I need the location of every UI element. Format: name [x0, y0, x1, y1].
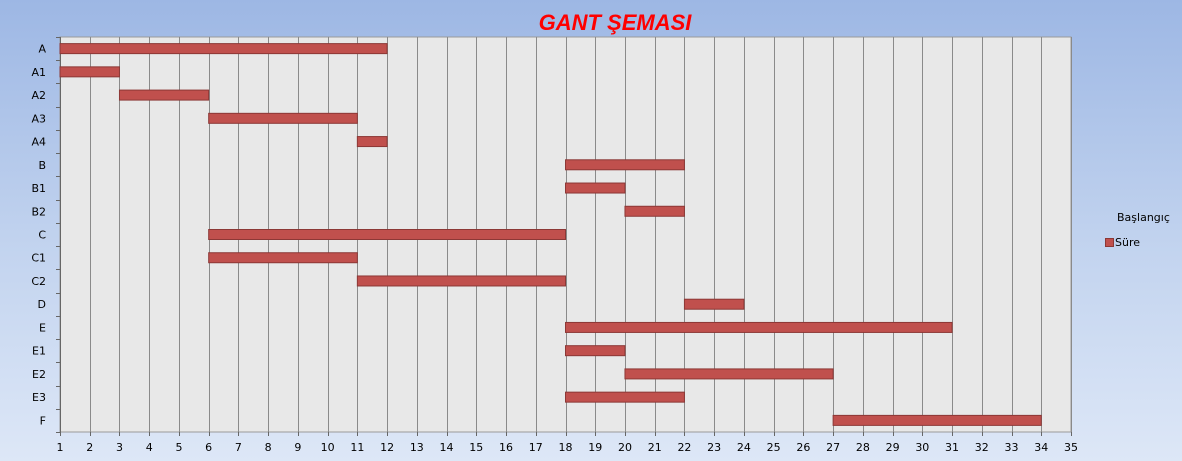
- y-tick-label: A3: [31, 112, 46, 125]
- bar-E: [565, 321, 953, 333]
- x-tick-label: 26: [796, 441, 810, 454]
- x-tick-label: 18: [559, 441, 573, 454]
- x-tick-label: 6: [205, 441, 212, 454]
- x-tick-label: 14: [440, 441, 454, 454]
- x-tick-label: 5: [175, 441, 182, 454]
- x-tick-label: 3: [116, 441, 123, 454]
- bar-C1: [208, 252, 358, 264]
- bar-C2: [356, 275, 566, 287]
- chart-title: GANT ŞEMASI: [538, 10, 692, 35]
- x-tick-label: 22: [677, 441, 691, 454]
- x-tick-label: 8: [265, 441, 272, 454]
- x-tick-label: 7: [235, 441, 242, 454]
- y-tick-label: E3: [32, 391, 46, 404]
- bar-B1: [565, 182, 626, 194]
- x-tick-label: 17: [529, 441, 543, 454]
- bar-C: [208, 229, 566, 240]
- y-tick-label: D: [38, 298, 46, 311]
- bar-A2: [118, 89, 210, 101]
- x-tick-label: 24: [737, 441, 751, 454]
- x-tick-label: 23: [707, 441, 721, 454]
- y-tick-label: B1: [31, 182, 46, 195]
- x-tick-label: 12: [380, 441, 394, 454]
- legend: Başlangıç Süre: [1105, 211, 1175, 261]
- y-tick-label: B: [38, 159, 46, 172]
- y-tick-label: A1: [31, 66, 46, 79]
- x-tick-label: 2: [86, 441, 93, 454]
- x-tick-label: 25: [767, 441, 781, 454]
- x-tick-label: 31: [945, 441, 959, 454]
- bar-A4: [356, 136, 388, 148]
- y-tick-label: E2: [32, 368, 46, 381]
- y-tick-label: E: [39, 321, 46, 334]
- bar-A: [59, 43, 388, 55]
- y-tick-label: F: [40, 414, 46, 427]
- legend-item-duration: Süre: [1105, 236, 1140, 249]
- bar-E3: [565, 391, 685, 403]
- bar-B: [565, 159, 685, 171]
- x-tick-label: 28: [856, 441, 870, 454]
- x-tick-label: 9: [294, 441, 301, 454]
- x-tick-label: 34: [1034, 441, 1048, 454]
- x-tick-label: 4: [146, 441, 153, 454]
- y-tick-label: C2: [31, 275, 46, 288]
- y-tick-label: C: [38, 229, 46, 242]
- y-tick-label: A4: [31, 136, 46, 149]
- bar-B2: [624, 205, 685, 217]
- x-tick-label: 32: [975, 441, 989, 454]
- x-tick-label: 1: [57, 441, 64, 454]
- x-tick-label: 11: [350, 441, 364, 454]
- x-tick-label: 15: [469, 441, 483, 454]
- bar-A3: [208, 112, 358, 124]
- x-tick-label: 27: [826, 441, 840, 454]
- y-tick-label: C1: [31, 252, 46, 265]
- y-tick-label: B2: [31, 205, 46, 218]
- y-tick-label: A2: [31, 89, 46, 102]
- y-tick-label: E1: [32, 345, 46, 358]
- x-tick-label: 33: [1005, 441, 1019, 454]
- x-tick-label: 29: [886, 441, 900, 454]
- x-tick-label: 19: [588, 441, 602, 454]
- x-tick-label: 30: [915, 441, 929, 454]
- x-tick-label: 35: [1064, 441, 1078, 454]
- legend-item-start: Başlangıç: [1117, 211, 1170, 224]
- x-tick-label: 21: [648, 441, 662, 454]
- legend-swatch: [1105, 238, 1114, 247]
- bar-F: [832, 414, 1042, 426]
- y-tick-label: A: [38, 43, 46, 56]
- x-tick-label: 16: [499, 441, 513, 454]
- bar-E1: [565, 345, 626, 357]
- bar-A1: [59, 66, 120, 78]
- x-tick-label: 20: [618, 441, 632, 454]
- legend-label-duration: Süre: [1115, 236, 1141, 249]
- bar-E2: [624, 368, 834, 380]
- x-tick-label: 13: [410, 441, 424, 454]
- bar-D: [683, 298, 745, 310]
- x-tick-label: 10: [321, 441, 335, 454]
